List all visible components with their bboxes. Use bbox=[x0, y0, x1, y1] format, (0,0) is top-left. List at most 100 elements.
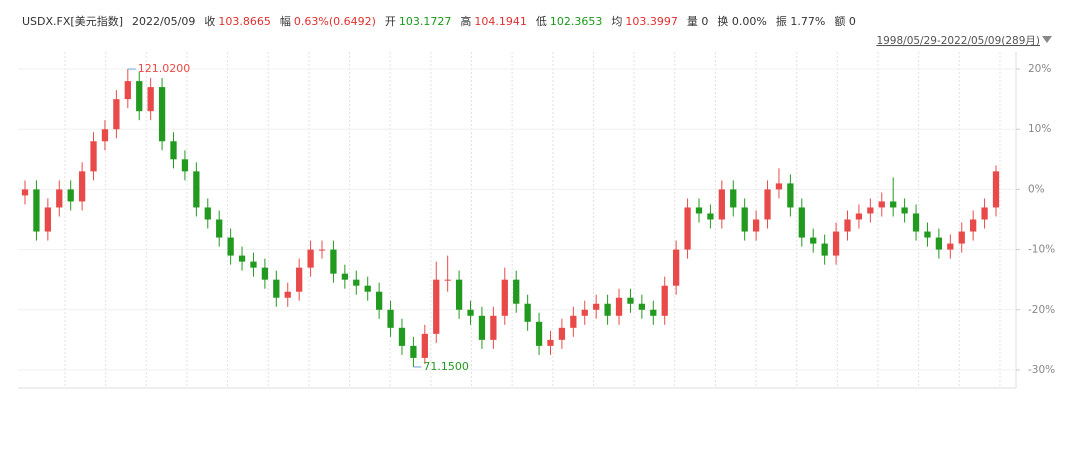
candle-body bbox=[775, 183, 783, 190]
header-item: 高 bbox=[460, 14, 471, 28]
candle-body bbox=[90, 141, 97, 172]
candle-body bbox=[364, 285, 371, 292]
candle-body bbox=[67, 189, 74, 202]
candle-body bbox=[684, 207, 691, 250]
candle-body bbox=[970, 219, 977, 232]
candle-body bbox=[570, 315, 577, 328]
header-item: 2022/05/09 bbox=[132, 15, 195, 28]
header-item: 0.63%(0.6492) bbox=[294, 15, 376, 28]
candle-body bbox=[935, 237, 943, 250]
candle-body bbox=[787, 183, 794, 208]
candle-body bbox=[855, 213, 863, 220]
candle-body bbox=[318, 249, 326, 251]
header-item: 振 1.77% bbox=[776, 14, 825, 28]
header-item: 开 bbox=[385, 15, 396, 28]
candle-body bbox=[261, 267, 269, 280]
candle-body bbox=[615, 297, 623, 316]
candle-body bbox=[273, 279, 280, 298]
range-label[interactable]: 1998/05/29-2022/05/09(289月) bbox=[876, 35, 1040, 47]
candle-body bbox=[981, 207, 988, 220]
header-item: 额 0 bbox=[834, 15, 856, 28]
candle-body bbox=[398, 327, 406, 346]
range-dropdown[interactable] bbox=[1042, 36, 1052, 43]
candle-body bbox=[798, 207, 805, 238]
header-item: 103.1727 bbox=[399, 15, 452, 28]
candle-body bbox=[878, 201, 885, 208]
candle-body bbox=[250, 261, 257, 268]
candle-body bbox=[56, 189, 63, 208]
candle-body bbox=[410, 345, 417, 358]
candle-body bbox=[467, 309, 474, 316]
y-tick-label: -20% bbox=[1028, 304, 1055, 316]
candle-body bbox=[627, 297, 634, 304]
candle-body bbox=[181, 159, 189, 172]
candle-body bbox=[547, 339, 554, 346]
candle-body bbox=[204, 207, 211, 220]
candle-body bbox=[216, 219, 223, 238]
header-item: USDX.FX[美元指数] bbox=[22, 14, 123, 28]
candle-body bbox=[992, 171, 1000, 208]
y-tick-label: 20% bbox=[1028, 63, 1051, 75]
y-tick-label: 10% bbox=[1028, 123, 1051, 135]
header-item: 103.3997 bbox=[625, 15, 678, 28]
candle-body bbox=[158, 87, 166, 142]
candle-body bbox=[44, 207, 51, 232]
header-item: 均 bbox=[611, 15, 622, 28]
candle-body bbox=[501, 279, 508, 316]
candle-body bbox=[375, 291, 383, 310]
candle-body bbox=[307, 249, 314, 268]
candle-body bbox=[78, 171, 86, 202]
candle-body bbox=[136, 81, 143, 112]
candle-body bbox=[296, 267, 303, 292]
candle-body bbox=[353, 279, 360, 286]
candle-body bbox=[227, 237, 234, 256]
candle-body bbox=[730, 189, 737, 208]
candle-body bbox=[947, 243, 954, 250]
candle-body bbox=[433, 279, 440, 334]
candle-body bbox=[478, 315, 486, 340]
candle-body bbox=[341, 273, 349, 280]
candle-body bbox=[421, 333, 428, 358]
candle-body bbox=[387, 309, 394, 328]
candle-body bbox=[890, 201, 897, 208]
candle-body bbox=[193, 171, 200, 208]
candle-body bbox=[718, 189, 725, 220]
candle-body bbox=[490, 315, 497, 340]
candle-body bbox=[901, 207, 908, 214]
candle-body bbox=[707, 213, 714, 220]
candle-body bbox=[524, 303, 531, 322]
y-tick-label: -10% bbox=[1028, 244, 1055, 256]
candle-body bbox=[752, 219, 760, 232]
candle-body bbox=[821, 243, 828, 256]
max-label: 121.0200 bbox=[138, 62, 191, 75]
candle-body bbox=[284, 291, 291, 298]
candle-body bbox=[924, 231, 931, 238]
candle-body bbox=[741, 207, 748, 232]
candle-body bbox=[238, 255, 246, 262]
min-label: 71.1500 bbox=[423, 360, 469, 373]
candle-body bbox=[113, 99, 120, 130]
candle-body bbox=[170, 141, 177, 160]
candle-body bbox=[444, 279, 451, 281]
candle-body bbox=[558, 327, 566, 340]
candle-body bbox=[810, 237, 817, 244]
header-item: 收 bbox=[204, 14, 215, 28]
header-item: 102.3653 bbox=[550, 15, 603, 28]
header-item: 幅 bbox=[280, 15, 291, 28]
candle-body bbox=[455, 279, 463, 310]
candle-body bbox=[33, 189, 40, 232]
candle-body bbox=[661, 285, 668, 316]
header-item: 量 0 bbox=[687, 15, 709, 28]
candle-body bbox=[513, 279, 520, 304]
header-item: 低 bbox=[536, 15, 547, 28]
candle-body bbox=[101, 129, 109, 142]
candle-body bbox=[867, 207, 874, 214]
y-tick-label: -30% bbox=[1028, 364, 1055, 376]
candle-body bbox=[638, 303, 646, 310]
candle-body bbox=[21, 189, 29, 196]
candle-body bbox=[832, 231, 840, 256]
candle-body bbox=[912, 213, 920, 232]
candle-body bbox=[695, 207, 703, 214]
candle-body bbox=[330, 249, 337, 274]
